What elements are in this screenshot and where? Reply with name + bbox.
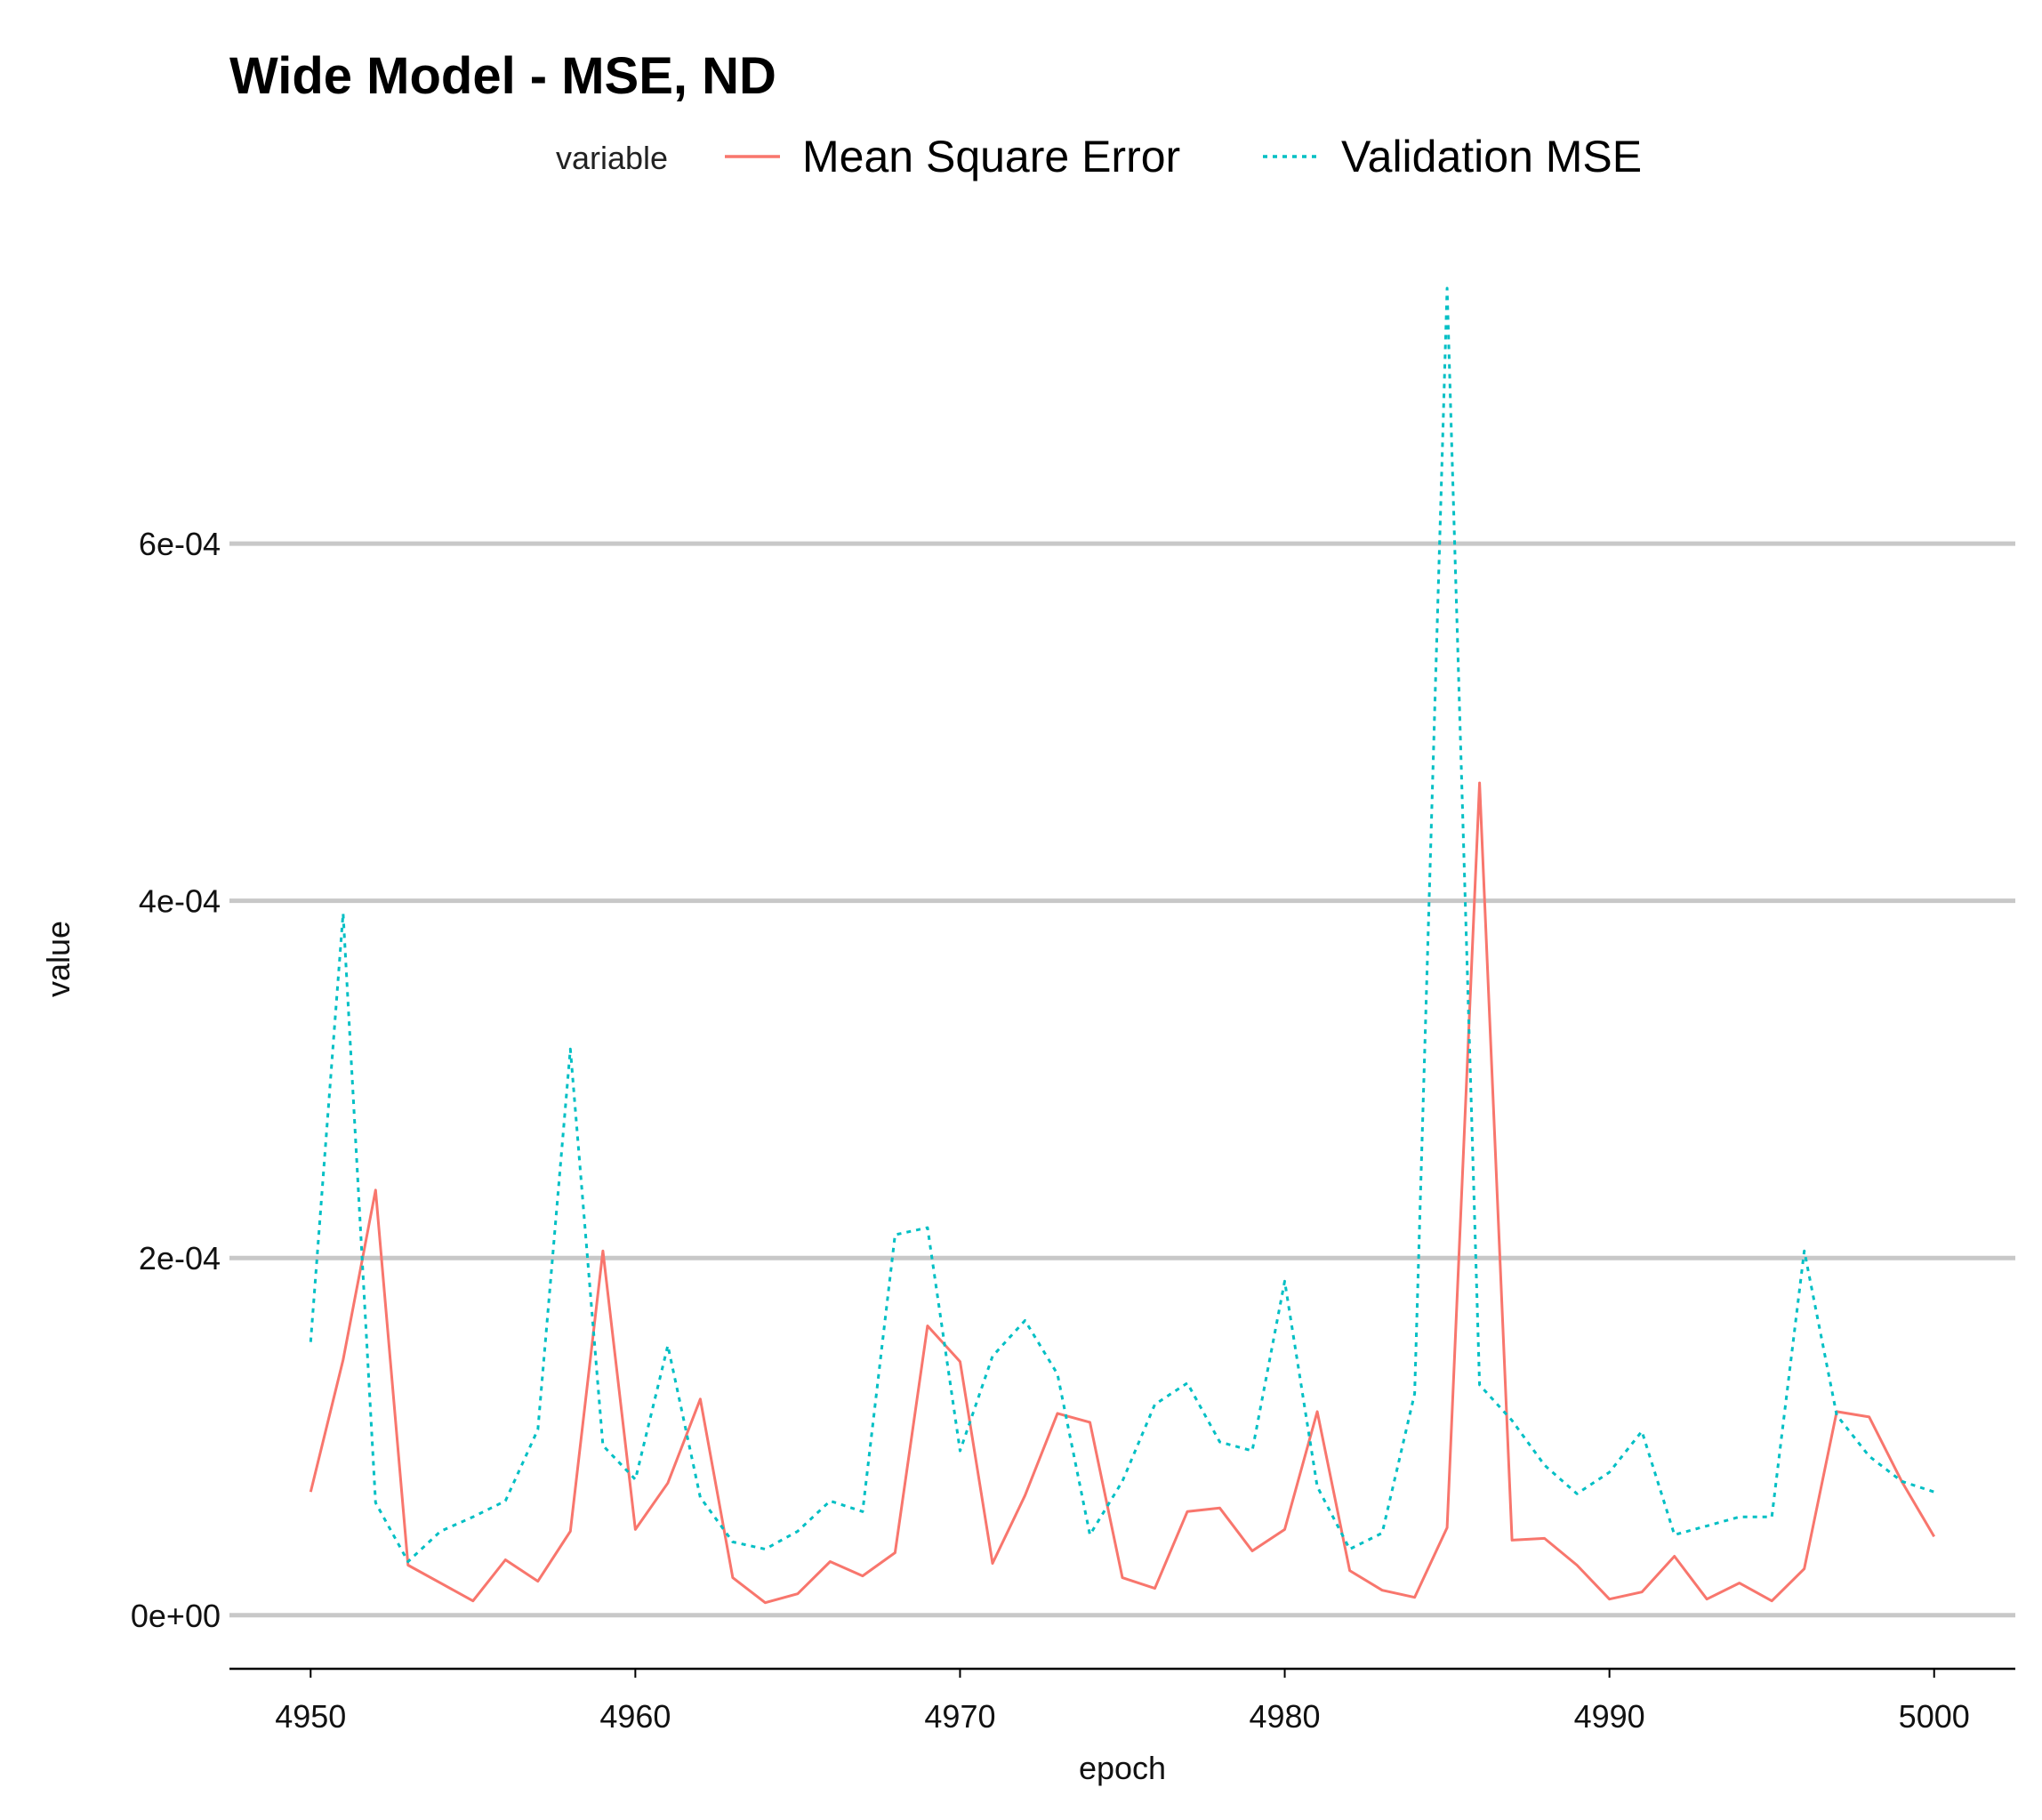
x-tick-label: 5000 bbox=[1899, 1698, 1970, 1735]
gridlines bbox=[229, 541, 2015, 1618]
y-axis: 0e+00 2e-04 4e-04 6e-04 bbox=[131, 526, 221, 1634]
legend-title: variable bbox=[556, 140, 668, 176]
x-tick-label: 4980 bbox=[1249, 1698, 1320, 1735]
plot-area bbox=[309, 286, 1935, 1605]
legend-label-mean-square-error: Mean Square Error bbox=[802, 132, 1180, 181]
y-axis-title: value bbox=[40, 921, 76, 997]
x-axis: 4950 4960 4970 4980 4990 5000 bbox=[275, 1669, 1970, 1735]
y-tick-label: 0e+00 bbox=[131, 1598, 221, 1634]
series-line-validation-mse bbox=[309, 286, 1935, 1563]
x-axis-title: epoch bbox=[1079, 1750, 1166, 1786]
x-tick-label: 4950 bbox=[275, 1698, 346, 1735]
x-tick-label: 4960 bbox=[599, 1698, 671, 1735]
y-tick-label: 6e-04 bbox=[139, 526, 221, 562]
y-tick-label: 2e-04 bbox=[139, 1240, 221, 1276]
x-tick-label: 4970 bbox=[924, 1698, 995, 1735]
series-line-mean-square-error bbox=[309, 781, 1935, 1605]
y-tick-label: 4e-04 bbox=[139, 883, 221, 920]
x-tick-label: 4990 bbox=[1574, 1698, 1645, 1735]
legend-label-validation-mse: Validation MSE bbox=[1341, 132, 1642, 181]
legend: variable Mean Square Error Validation MS… bbox=[556, 132, 1642, 181]
chart-title: Wide Model - MSE, ND bbox=[229, 47, 776, 105]
